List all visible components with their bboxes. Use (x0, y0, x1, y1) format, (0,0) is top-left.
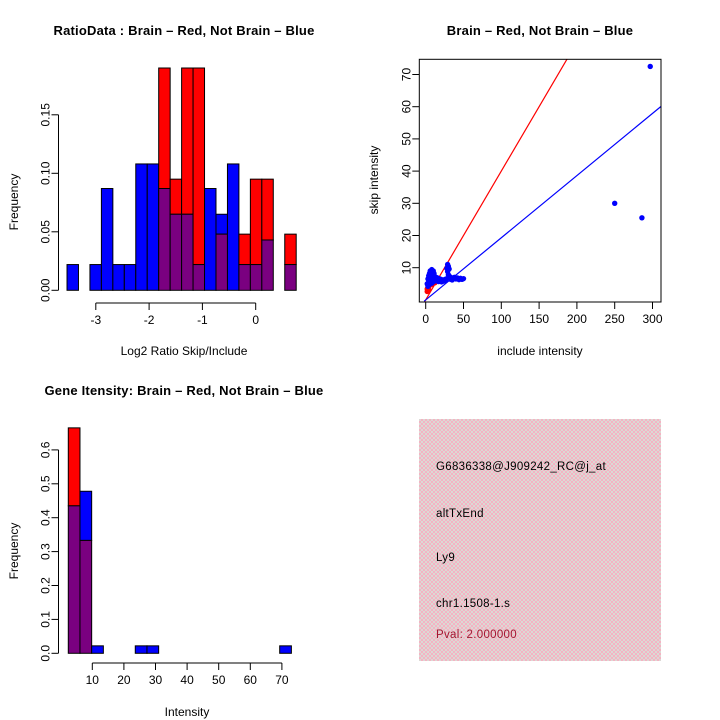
svg-text:40: 40 (399, 164, 413, 178)
svg-text:50: 50 (399, 132, 413, 146)
svg-text:10: 10 (399, 261, 413, 275)
svg-text:-3: -3 (90, 313, 101, 327)
scatter-title: Brain – Red, Not Brain – Blue (446, 23, 634, 38)
pval-text: Pval: 2.000000 (436, 629, 517, 641)
svg-text:0.4: 0.4 (39, 509, 53, 526)
svg-text:30: 30 (399, 196, 413, 210)
ratio-histogram-ylabel: Frequency (7, 173, 21, 231)
gene-histogram-xlabel: Intensity (164, 705, 210, 719)
svg-text:0.05: 0.05 (39, 220, 53, 244)
svg-text:0.3: 0.3 (39, 543, 53, 560)
svg-text:0: 0 (422, 312, 429, 326)
gene-histogram-plot: 0.0 0.1 0.2 0.3 0.4 0.5 0.6 10 20 30 40 50 60 70 (39, 427, 292, 687)
probe-id-text: G6836338@J909242_RC@j_at (436, 461, 606, 473)
gene-histogram-ylabel: Frequency (7, 522, 21, 580)
svg-text:30: 30 (149, 673, 163, 687)
svg-text:20: 20 (117, 673, 131, 687)
svg-text:60: 60 (244, 673, 258, 687)
svg-text:70: 70 (399, 68, 413, 82)
svg-text:-2: -2 (144, 313, 155, 327)
svg-text:-1: -1 (197, 313, 208, 327)
svg-text:0.0: 0.0 (39, 645, 53, 662)
svg-text:0.2: 0.2 (39, 577, 53, 594)
ratio-histogram-plot: 0.00 0.05 0.10 0.15 -3 -2 -1 0 (39, 67, 297, 327)
svg-text:0.15: 0.15 (39, 103, 53, 127)
svg-text:100: 100 (491, 312, 511, 326)
svg-text:300: 300 (642, 312, 662, 326)
gene-histogram-title: Gene Itensity: Brain – Red, Not Brain – … (44, 383, 324, 398)
svg-text:0.10: 0.10 (39, 161, 53, 185)
svg-text:0.1: 0.1 (39, 611, 53, 628)
svg-text:0.6: 0.6 (39, 441, 53, 458)
svg-text:0.5: 0.5 (39, 475, 53, 492)
svg-text:70: 70 (275, 673, 289, 687)
svg-text:200: 200 (567, 312, 587, 326)
svg-text:150: 150 (529, 312, 549, 326)
svg-text:0.00: 0.00 (39, 278, 53, 302)
svg-text:60: 60 (399, 100, 413, 114)
svg-text:20: 20 (399, 229, 413, 243)
gene-name-text: Ly9 (436, 552, 456, 564)
event-type-text: altTxEnd (436, 508, 484, 520)
scatter-xlabel: include intensity (497, 344, 583, 358)
locus-text: chr1.1508-1.s (436, 598, 511, 610)
gene-info-panel: G6836338@J909242_RC@j_at altTxEnd Ly9 ch… (419, 419, 661, 661)
scatter-ylabel: skip intensity (367, 145, 381, 215)
svg-text:10: 10 (86, 673, 100, 687)
ratio-histogram-xlabel: Log2 Ratio Skip/Include (120, 344, 248, 358)
svg-text:40: 40 (180, 673, 194, 687)
svg-text:250: 250 (605, 312, 625, 326)
svg-text:50: 50 (212, 673, 226, 687)
svg-text:50: 50 (457, 312, 471, 326)
ratio-histogram-title: RatioData : Brain – Red, Not Brain – Blu… (53, 23, 315, 38)
scatter-plot: 0 50 100 150 200 250 300 10 20 30 40 50 60 70 (399, 58, 663, 326)
svg-text:0: 0 (252, 313, 259, 327)
